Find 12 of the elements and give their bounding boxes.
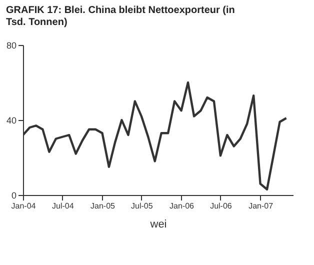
y-tick-label: 0 (11, 190, 16, 200)
x-tick-label: Jan-06 (170, 202, 195, 210)
y-tick-label: 80 (6, 40, 16, 50)
x-tick-label: Jul-04 (52, 202, 74, 210)
chart-title: GRAFIK 17: Blei. China bleibt Nettoexporteur (in Tsd. Tonnen) (6, 5, 235, 28)
x-tick-label: Jul-06 (210, 202, 232, 210)
y-tick-label: 40 (6, 116, 16, 126)
x-tick-label: Jan-05 (90, 202, 116, 210)
x-tick-label: Jan-07 (248, 202, 274, 210)
x-axis-title: wei (149, 218, 167, 230)
x-tick-label: Jul-05 (131, 202, 154, 210)
x-tick-label: Jan-04 (11, 202, 36, 210)
